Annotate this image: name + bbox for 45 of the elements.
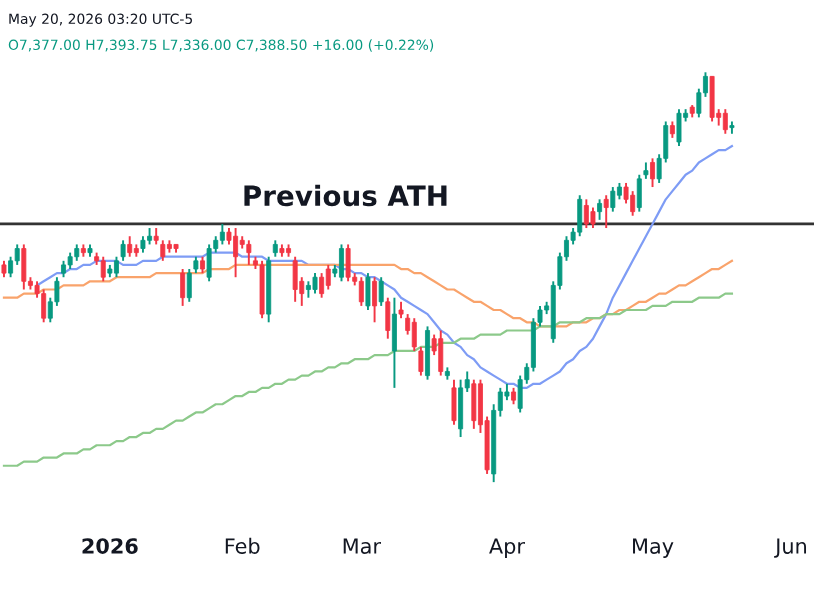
candlestick [312, 272, 318, 295]
x-tick-label: Feb [225, 537, 260, 554]
x-tick-label: Jun [774, 538, 807, 558]
candlestick [577, 194, 583, 238]
candlestick [325, 263, 331, 291]
candlestick [345, 243, 351, 283]
candlestick [319, 272, 325, 299]
candlestick [339, 243, 344, 283]
candlestick [583, 198, 589, 229]
candlestick [358, 276, 364, 307]
candlestick [41, 288, 47, 324]
candlestick [180, 268, 186, 307]
candlestick [722, 108, 728, 135]
candlestick [650, 157, 655, 189]
x-tick-label: May [633, 538, 674, 558]
candlestick [603, 194, 609, 229]
candlestick [597, 198, 603, 221]
candlestick [365, 272, 371, 311]
candlestick [378, 276, 384, 307]
candlestick [630, 190, 636, 217]
candlestick [127, 235, 133, 258]
candlestick [458, 378, 464, 439]
x-tick-label: Apr [489, 538, 525, 558]
candlestick [709, 75, 715, 123]
candlestick [233, 227, 239, 279]
candlestick [160, 239, 166, 262]
candlestick [590, 206, 596, 229]
x-tick-label: 2026 [82, 538, 138, 554]
ref-line-label: Previous ATH [244, 184, 447, 207]
candlestick [676, 108, 682, 148]
candlestick [246, 239, 252, 266]
candlestick [219, 222, 225, 246]
x-tick-label: Mar [343, 538, 381, 554]
candlestick [391, 296, 397, 389]
candlestick [610, 186, 616, 213]
candlestick [385, 296, 391, 340]
candlestick [21, 243, 27, 291]
candlestick [100, 255, 106, 283]
candlestick [438, 329, 444, 377]
candlestick [292, 255, 298, 303]
candlestick [206, 243, 212, 283]
candlestick [471, 378, 477, 430]
candlestick [425, 325, 430, 381]
candlestick [372, 276, 378, 324]
candlestick [451, 378, 457, 426]
